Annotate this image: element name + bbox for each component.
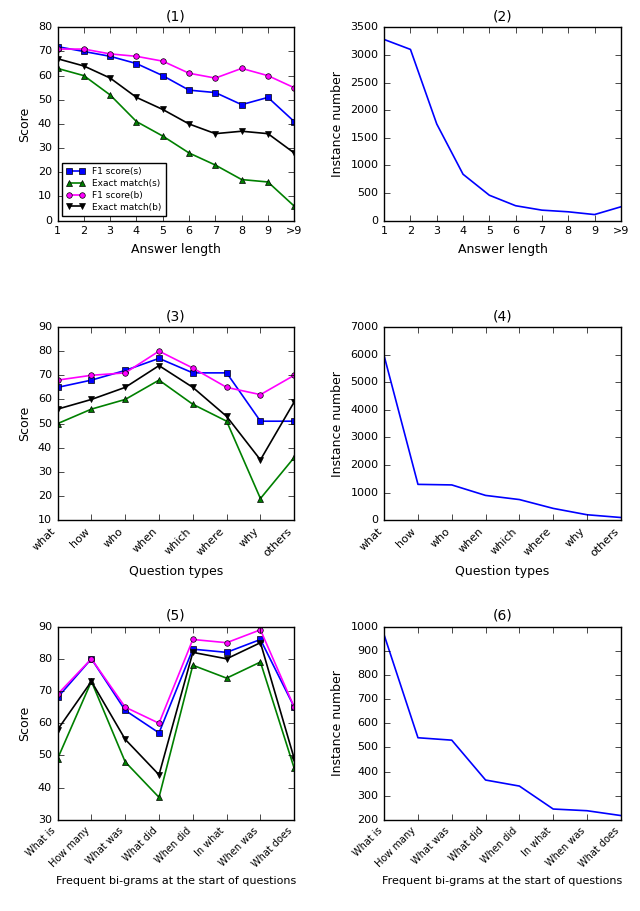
F1 score(b) (54, 44, 61, 55)
Exact match(s) (238, 174, 246, 185)
Exact match(s) (80, 70, 88, 81)
Y-axis label: Instance number: Instance number (330, 371, 344, 476)
Exact match(b) (80, 60, 88, 71)
Title: (4): (4) (493, 309, 512, 323)
F1 score(b) (80, 44, 88, 55)
F1 score(b) (106, 48, 114, 59)
Y-axis label: Score: Score (18, 706, 31, 741)
Title: (3): (3) (166, 309, 186, 323)
F1 score(b) (185, 67, 193, 78)
F1 score(s) (132, 58, 140, 69)
Exact match(s) (211, 159, 219, 170)
Exact match(s) (132, 116, 140, 127)
Line: F1 score(b): F1 score(b) (55, 46, 297, 90)
Title: (2): (2) (493, 9, 512, 24)
Y-axis label: Score: Score (18, 406, 31, 441)
Legend: F1 score(s), Exact match(s), F1 score(b), Exact match(b): F1 score(s), Exact match(s), F1 score(b)… (62, 163, 166, 216)
F1 score(s) (106, 51, 114, 62)
Exact match(b) (106, 73, 114, 84)
F1 score(b) (238, 63, 246, 74)
Exact match(s) (264, 177, 272, 188)
X-axis label: Frequent bi-grams at the start of questions: Frequent bi-grams at the start of questi… (382, 876, 623, 886)
Title: (6): (6) (493, 609, 513, 622)
Exact match(b) (185, 118, 193, 129)
F1 score(b) (132, 51, 140, 62)
F1 score(s) (264, 92, 272, 103)
F1 score(s) (80, 46, 88, 57)
Exact match(b) (159, 104, 166, 115)
X-axis label: Question types: Question types (455, 565, 550, 578)
X-axis label: Answer length: Answer length (458, 243, 547, 256)
F1 score(b) (211, 73, 219, 84)
F1 score(s) (159, 70, 166, 81)
Y-axis label: Instance number: Instance number (331, 670, 344, 776)
Title: (5): (5) (166, 609, 186, 622)
F1 score(s) (291, 116, 298, 127)
Exact match(b) (54, 53, 61, 64)
Y-axis label: Instance number: Instance number (330, 71, 344, 177)
Exact match(b) (291, 148, 298, 159)
Line: Exact match(s): Exact match(s) (55, 66, 297, 209)
F1 score(b) (291, 82, 298, 93)
Exact match(s) (159, 130, 166, 141)
Exact match(b) (238, 126, 246, 137)
Exact match(s) (291, 200, 298, 211)
X-axis label: Question types: Question types (129, 565, 223, 578)
F1 score(s) (185, 85, 193, 96)
Exact match(s) (185, 148, 193, 159)
Exact match(b) (264, 128, 272, 139)
Title: (1): (1) (166, 9, 186, 24)
X-axis label: Answer length: Answer length (131, 243, 221, 256)
Exact match(s) (106, 89, 114, 100)
Exact match(s) (54, 63, 61, 74)
Exact match(b) (132, 92, 140, 103)
X-axis label: Frequent bi-grams at the start of questions: Frequent bi-grams at the start of questi… (56, 876, 296, 886)
F1 score(b) (264, 70, 272, 81)
Line: Exact match(b): Exact match(b) (55, 56, 297, 156)
F1 score(b) (159, 56, 166, 67)
Exact match(b) (211, 128, 219, 139)
F1 score(s) (211, 87, 219, 98)
F1 score(s) (238, 99, 246, 110)
F1 score(s) (54, 41, 61, 52)
Line: F1 score(s): F1 score(s) (55, 44, 297, 124)
Y-axis label: Score: Score (18, 107, 31, 141)
